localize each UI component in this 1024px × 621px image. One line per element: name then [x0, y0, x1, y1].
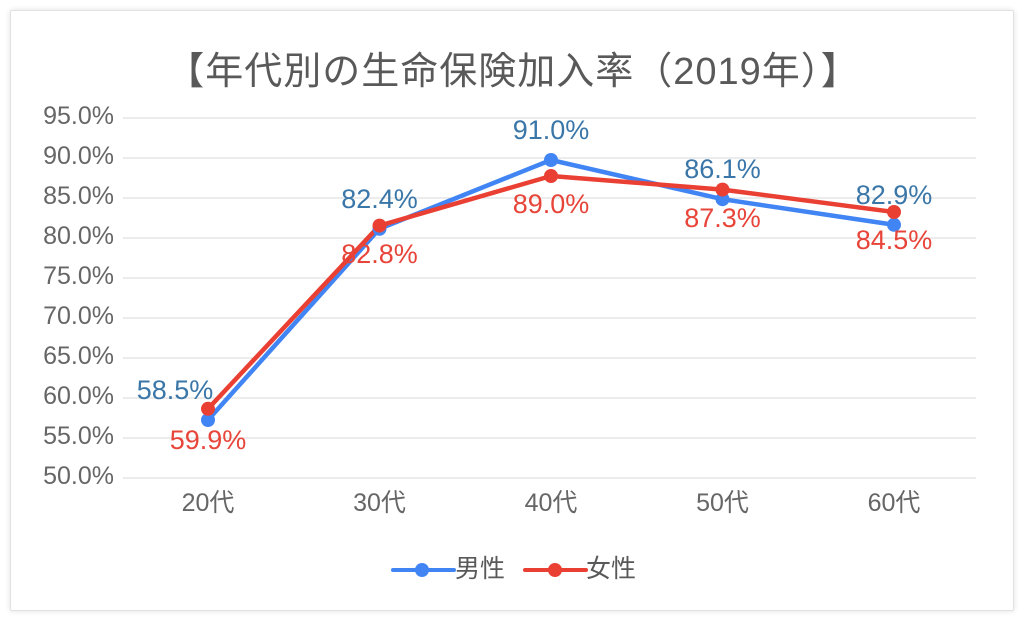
svg-text:30代: 30代 — [353, 489, 406, 517]
svg-text:20代: 20代 — [182, 489, 235, 517]
svg-text:60.0%: 60.0% — [43, 382, 114, 410]
svg-text:82.9%: 82.9% — [856, 180, 933, 210]
svg-text:82.4%: 82.4% — [341, 184, 418, 214]
svg-text:男性: 男性 — [455, 555, 505, 583]
svg-text:50.0%: 50.0% — [43, 462, 114, 490]
svg-text:91.0%: 91.0% — [513, 115, 590, 145]
svg-text:59.9%: 59.9% — [170, 425, 247, 455]
svg-text:80.0%: 80.0% — [43, 222, 114, 250]
svg-text:82.8%: 82.8% — [341, 239, 418, 269]
svg-text:85.0%: 85.0% — [43, 182, 114, 210]
svg-text:40代: 40代 — [525, 489, 578, 517]
svg-text:89.0%: 89.0% — [513, 189, 590, 219]
svg-text:60代: 60代 — [868, 489, 921, 517]
svg-text:87.3%: 87.3% — [684, 203, 761, 233]
svg-text:70.0%: 70.0% — [43, 302, 114, 330]
svg-text:95.0%: 95.0% — [43, 102, 114, 130]
svg-text:50代: 50代 — [696, 489, 749, 517]
svg-text:84.5%: 84.5% — [856, 225, 933, 255]
svg-text:75.0%: 75.0% — [43, 262, 114, 290]
svg-text:55.0%: 55.0% — [43, 422, 114, 450]
svg-text:90.0%: 90.0% — [43, 142, 114, 170]
svg-text:65.0%: 65.0% — [43, 342, 114, 370]
svg-text:女性: 女性 — [586, 555, 636, 583]
svg-text:58.5%: 58.5% — [137, 375, 214, 405]
svg-text:86.1%: 86.1% — [684, 154, 761, 184]
